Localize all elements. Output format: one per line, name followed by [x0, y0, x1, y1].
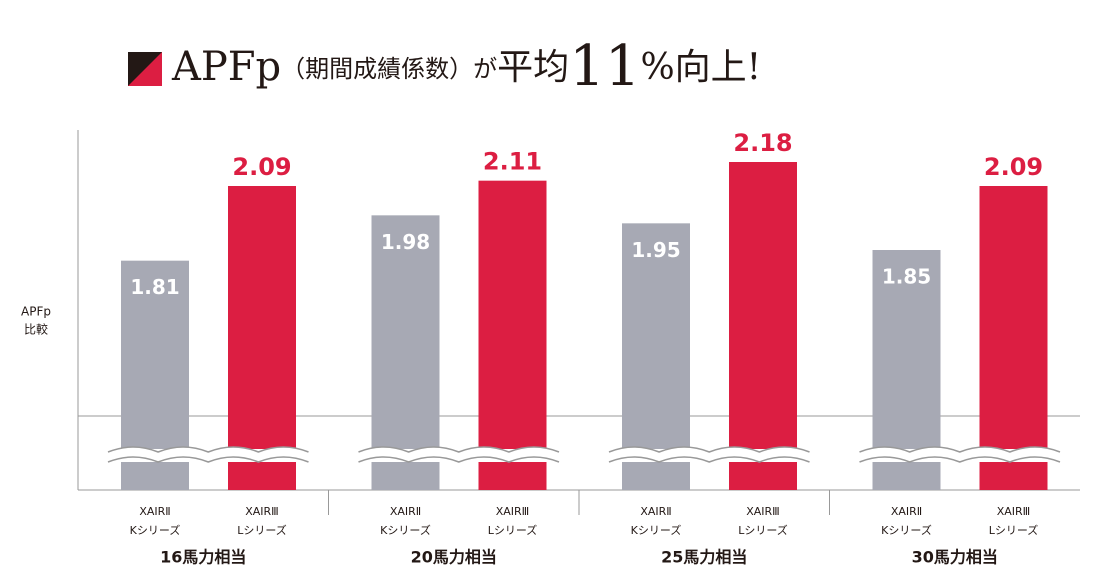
group-label: 30馬力相当 — [912, 548, 998, 567]
value-label: 1.95 — [631, 238, 680, 262]
bar — [729, 162, 797, 490]
y-axis-label: APFp — [21, 305, 51, 319]
axis-break-line — [859, 446, 1061, 453]
axis-break-band — [358, 447, 559, 462]
series-label: XAIRⅡ — [390, 505, 421, 518]
series-label: Kシリーズ — [631, 523, 682, 537]
axis-break-line — [859, 456, 1061, 463]
axis-break-line — [608, 456, 810, 463]
value-label: 1.85 — [882, 265, 931, 289]
value-label: 2.09 — [984, 153, 1043, 181]
title-part: （期間成績係数）が — [281, 55, 497, 83]
title-part: %向上! — [640, 47, 761, 88]
bar — [622, 223, 690, 491]
axis-break-line — [358, 446, 560, 453]
series-label: Kシリーズ — [881, 523, 932, 537]
series-label: Lシリーズ — [237, 523, 287, 537]
axis-break-line — [107, 456, 309, 463]
series-label: Lシリーズ — [738, 523, 788, 537]
series-label: XAIRⅢ — [245, 505, 279, 518]
axis-break-band — [609, 447, 810, 462]
series-label: XAIRⅢ — [496, 505, 530, 518]
axis-break-band — [108, 447, 309, 462]
axis-break-band — [859, 447, 1060, 462]
series-label: XAIRⅡ — [891, 505, 922, 518]
axis-break-line — [608, 446, 810, 453]
y-axis-label: 比較 — [24, 322, 48, 337]
axis-break-line — [107, 446, 309, 453]
series-label: XAIRⅡ — [640, 505, 671, 518]
group-label: 25馬力相当 — [661, 548, 747, 567]
chart-title: APFp（期間成績係数）が平均11%向上! — [171, 34, 761, 99]
group-label: 16馬力相当 — [160, 548, 246, 567]
title-part: 11 — [569, 34, 640, 99]
title-icon — [128, 52, 162, 86]
series-label: XAIRⅢ — [997, 505, 1031, 518]
value-label: 2.18 — [733, 129, 792, 157]
group-label: 20馬力相当 — [411, 548, 497, 567]
title-part: APFp — [171, 44, 281, 90]
series-label: Lシリーズ — [488, 523, 538, 537]
value-label: 1.98 — [381, 230, 430, 254]
series-label: Kシリーズ — [130, 523, 181, 537]
bar — [228, 186, 296, 490]
bar — [478, 180, 547, 490]
series-label: Lシリーズ — [989, 523, 1039, 537]
series-label: Kシリーズ — [380, 523, 431, 537]
bar — [979, 186, 1048, 490]
value-label: 1.81 — [130, 275, 179, 299]
value-label: 2.11 — [483, 148, 542, 176]
title-part: 平均 — [497, 47, 569, 88]
axis-break-line — [358, 456, 560, 463]
bar — [371, 215, 440, 491]
series-label: XAIRⅢ — [746, 505, 780, 518]
value-label: 2.09 — [232, 153, 291, 181]
series-label: XAIRⅡ — [139, 505, 170, 518]
